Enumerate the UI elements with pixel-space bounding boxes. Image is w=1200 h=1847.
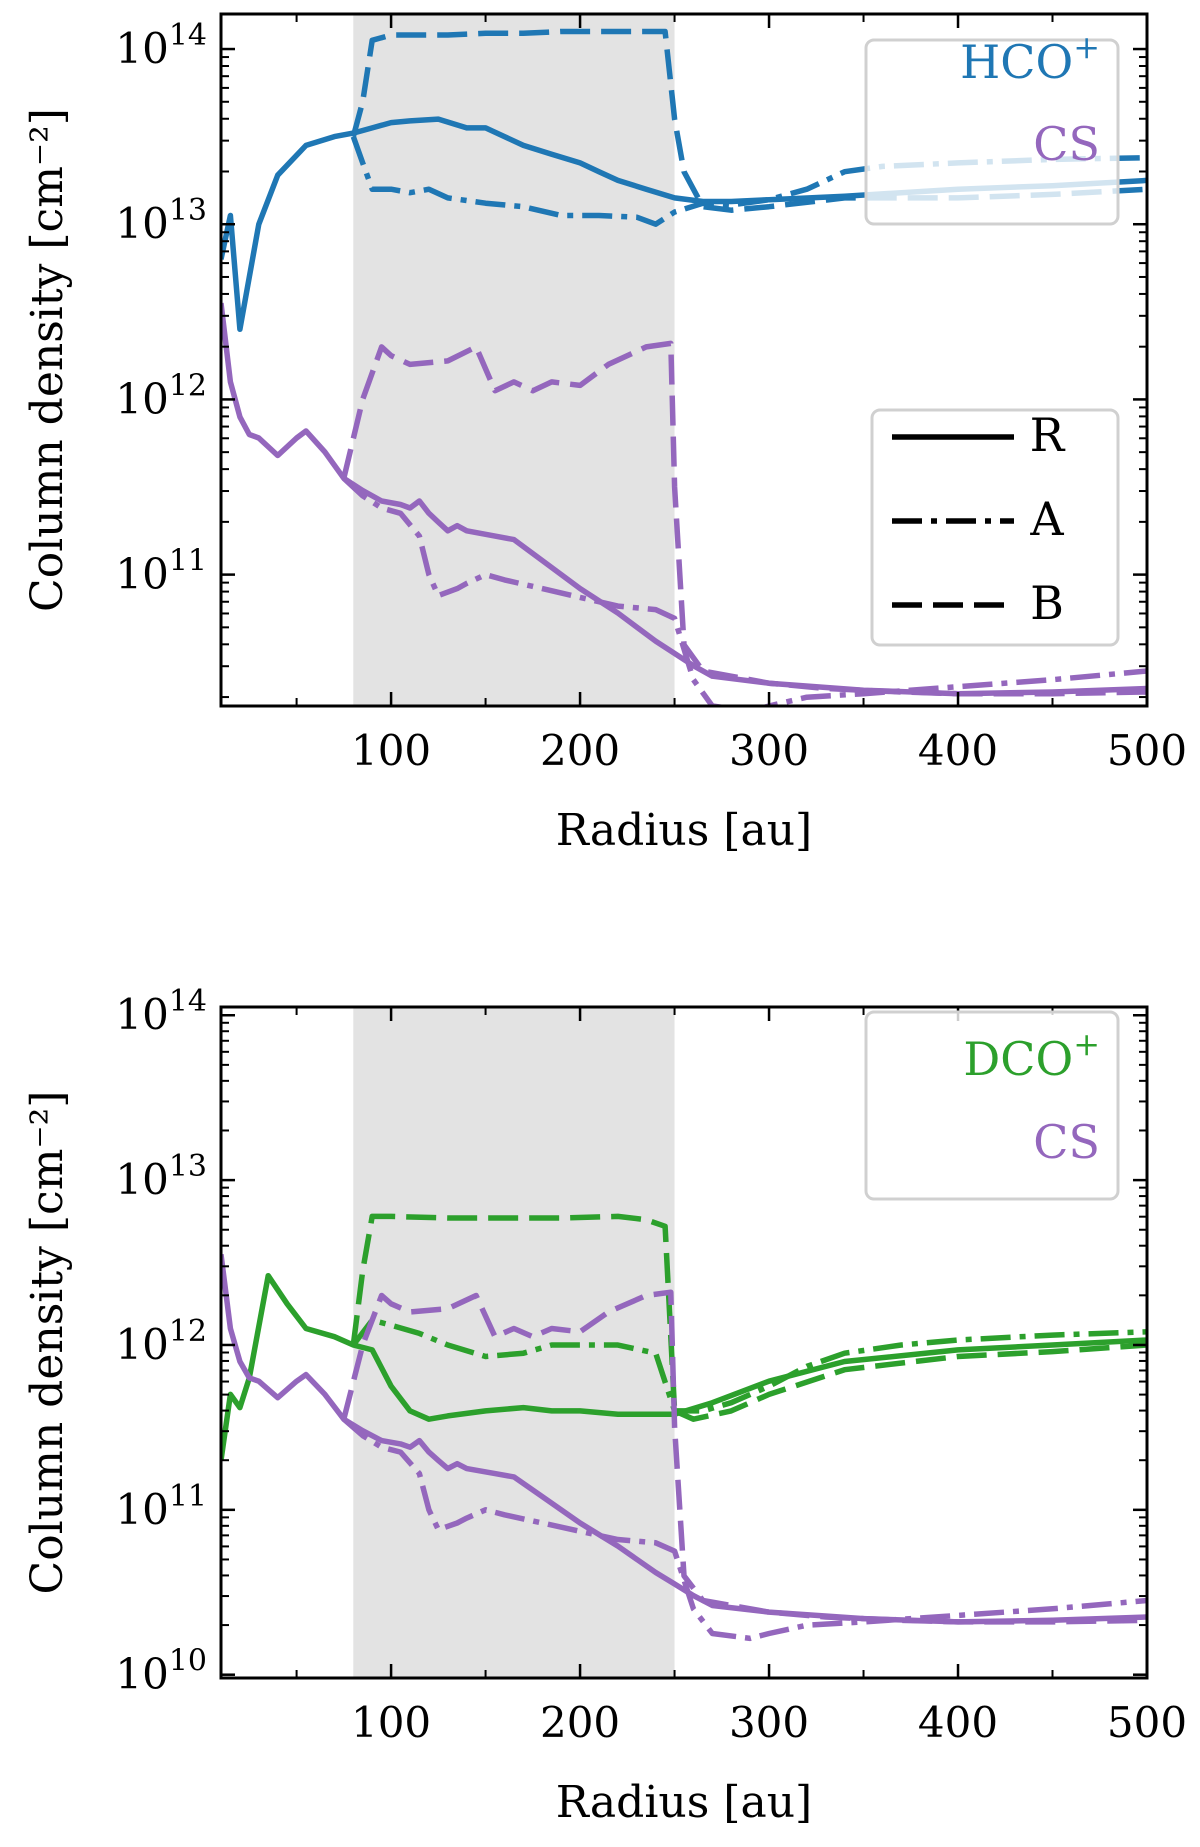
p1-series-dco-a bbox=[351, 1317, 1147, 1414]
p1-x-tick-label: 200 bbox=[540, 1698, 620, 1747]
p0-x-tick-label: 500 bbox=[1107, 726, 1187, 775]
p1-series-cs-a bbox=[341, 1417, 1147, 1642]
p0-x-tick-label: 100 bbox=[351, 726, 431, 775]
p1-axes-frame bbox=[219, 1005, 1149, 1680]
p0-series-cs-b bbox=[341, 340, 1147, 697]
p0-x-tick-label: 400 bbox=[918, 726, 998, 775]
p0-legend-style-label: B bbox=[1030, 576, 1064, 630]
p0-legend-style-label: R bbox=[1030, 408, 1066, 462]
p0-y-axis-label: Column density [cm⁻²] bbox=[22, 108, 73, 612]
p1-shaded-region bbox=[353, 1007, 675, 1678]
p1-series-dco-r bbox=[221, 1272, 1147, 1461]
p1-series-dco-b bbox=[350, 1213, 1147, 1422]
p1-y-axis-label: Column density [cm⁻²] bbox=[22, 1091, 73, 1595]
p0-y-tick-label: 1011 bbox=[115, 544, 207, 599]
p0-y-tick-label: 1012 bbox=[115, 368, 207, 423]
bottom-panel: 100 200 300 400 500 1010 1011 1012 1013 1014 Radiu… bbox=[22, 984, 1187, 1828]
p1-x-tick-label: 300 bbox=[729, 1698, 809, 1747]
p1-y-tick-label: 1011 bbox=[115, 1479, 207, 1534]
p1-x-axis-label: Radius [au] bbox=[556, 1777, 812, 1828]
p0-x-axis-label: Radius [au] bbox=[556, 805, 812, 856]
p1-x-tick-label: 100 bbox=[351, 1698, 431, 1747]
p0-series-hco-a bbox=[350, 135, 1147, 227]
p0-shaded-region bbox=[353, 14, 675, 706]
p0-x-tick-label: 300 bbox=[729, 726, 809, 775]
p1-y-tick-label: 1014 bbox=[115, 984, 207, 1039]
p1-legend-species: CS bbox=[1033, 1115, 1100, 1169]
p0-style-legend bbox=[870, 408, 1120, 647]
p1-y-tick-label: 1012 bbox=[115, 1314, 207, 1369]
p0-series-cs-a bbox=[341, 476, 1147, 706]
p0-legend-species: CS bbox=[1033, 117, 1100, 171]
p0-series-hco-b bbox=[350, 28, 1147, 213]
top-panel: 100 200 300 400 500 1011 1012 1013 1014 Radius [a… bbox=[22, 12, 1187, 856]
p0-species-legend bbox=[864, 38, 1120, 226]
p0-legend-style-label: A bbox=[1029, 492, 1064, 546]
p0-series-cs-r bbox=[221, 302, 1147, 697]
p1-species-legend bbox=[864, 1010, 1120, 1201]
p0-y-tick-label: 1013 bbox=[115, 193, 207, 248]
p1-y-tick-label: 1013 bbox=[115, 1149, 207, 1204]
p0-legend-species: HCO+ bbox=[960, 28, 1100, 89]
p1-x-tick-label: 400 bbox=[918, 1698, 998, 1747]
p1-series-cs-b bbox=[341, 1289, 1147, 1625]
p0-x-tick-label: 200 bbox=[540, 726, 620, 775]
p0-y-tick-label: 1014 bbox=[115, 18, 207, 73]
p1-y-tick-label: 1010 bbox=[115, 1644, 207, 1699]
p0-axes-frame bbox=[219, 12, 1149, 708]
p1-legend-species: DCO+ bbox=[963, 1025, 1100, 1086]
p1-x-tick-label: 500 bbox=[1107, 1698, 1187, 1747]
